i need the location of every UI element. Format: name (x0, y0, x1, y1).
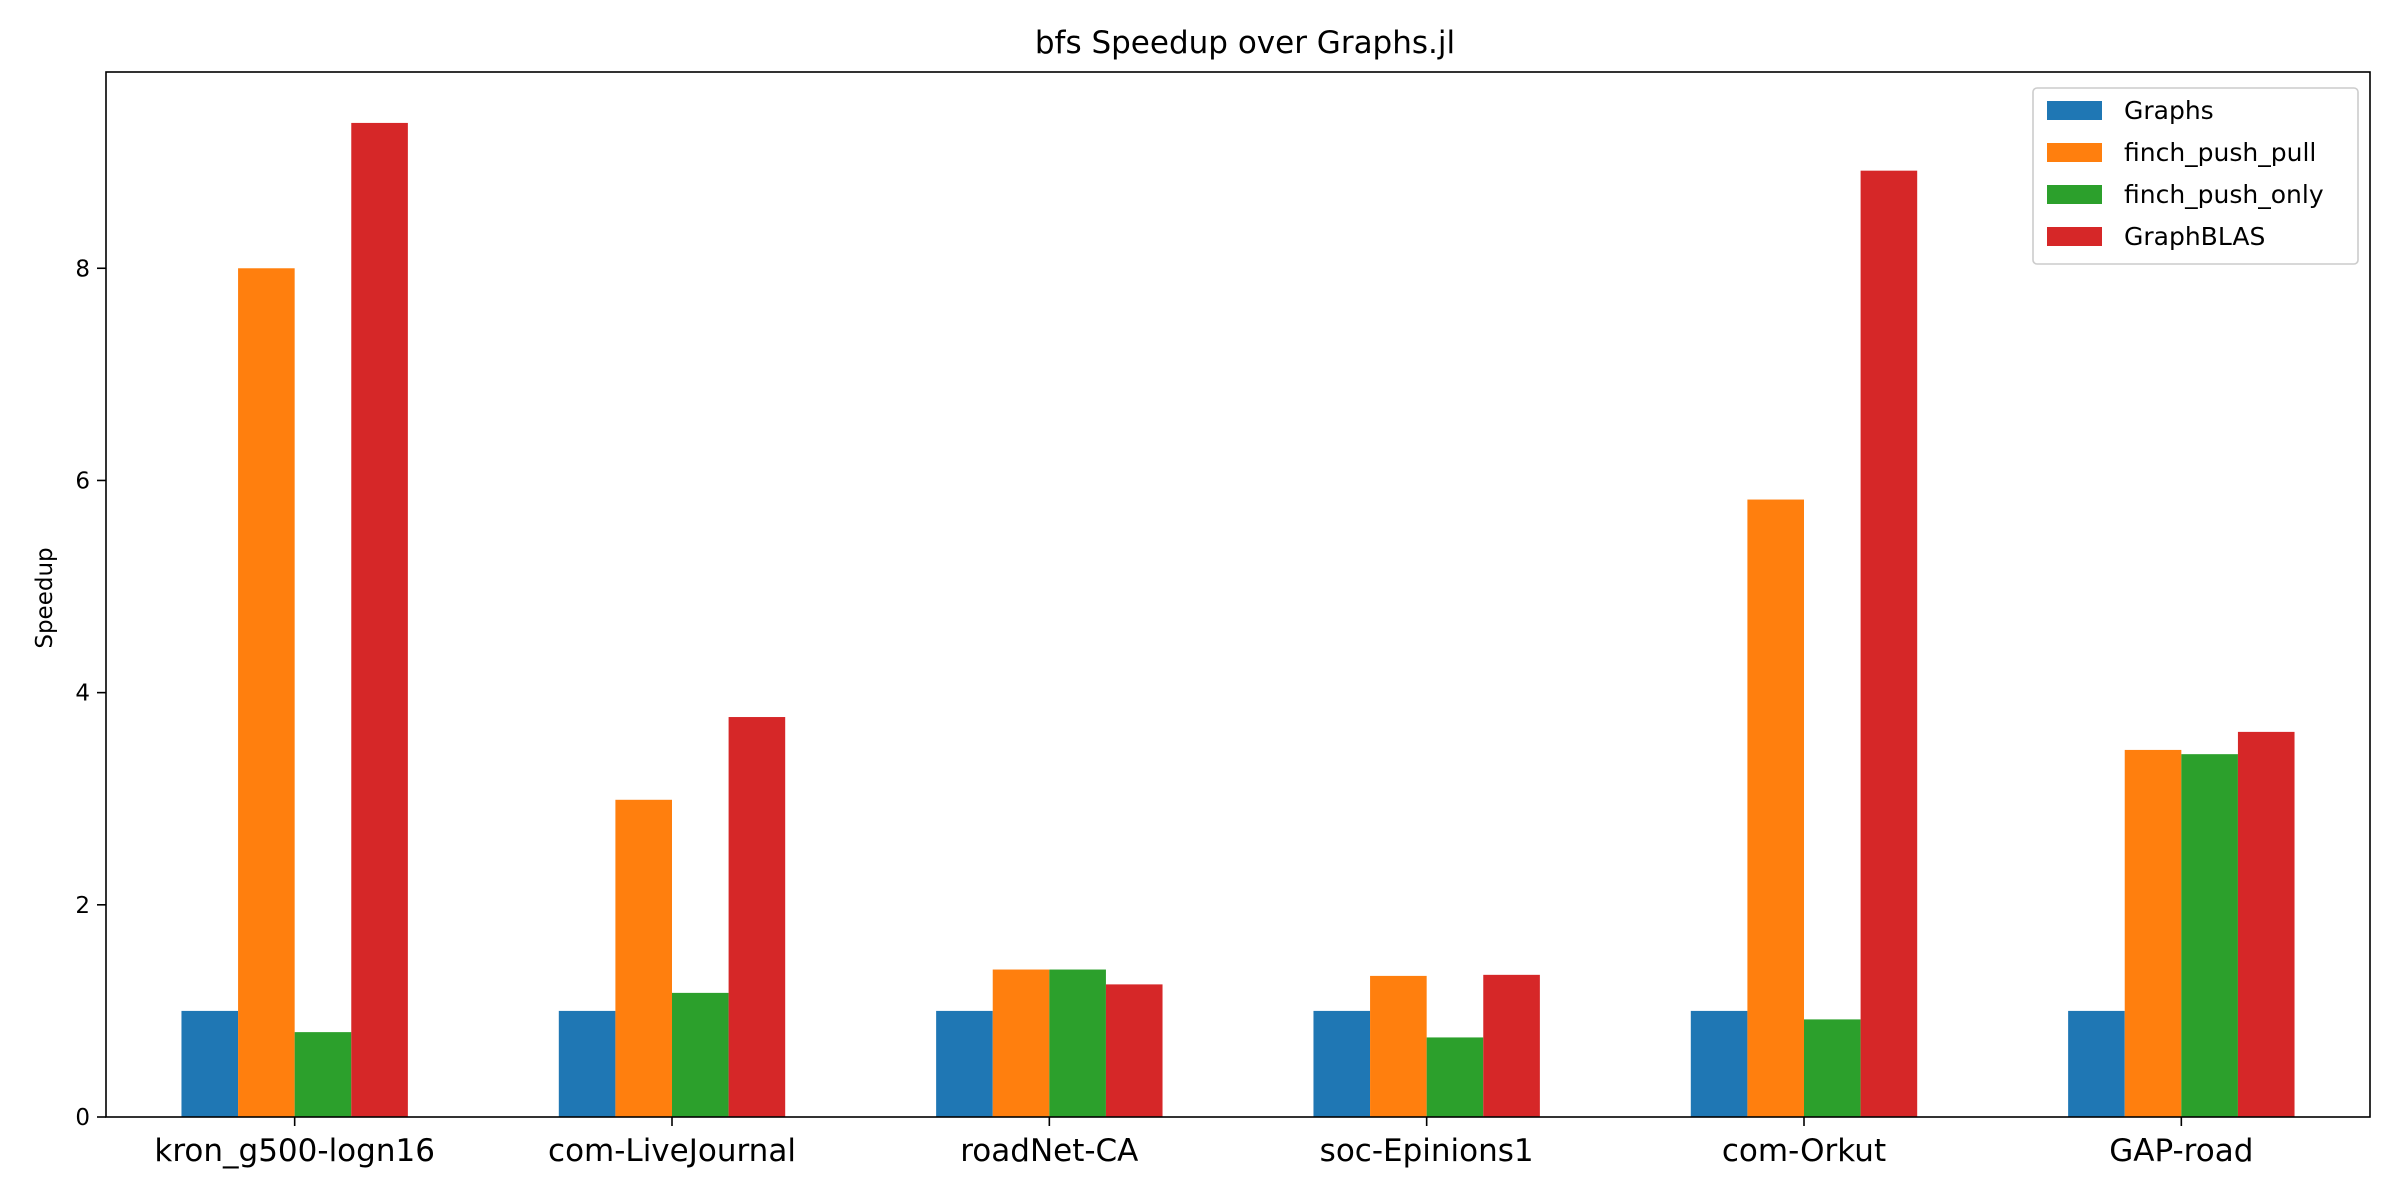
x-tick-label: GAP-road (2109, 1133, 2253, 1169)
x-axis-ticks: kron_g500-logn16 com-LiveJournal roadNet-C… (154, 1117, 2253, 1169)
legend-box (2032, 87, 2359, 265)
bar-finch_push_pull-soc-Epinions1 (1370, 975, 1427, 1117)
y-tick-label: 4 (75, 681, 90, 707)
bar-GraphBLAS-GAP-road (2237, 731, 2295, 1117)
x-tick-label: kron_g500-logn16 (154, 1133, 435, 1169)
bar-finch_push_only-roadNet-CA (1049, 969, 1106, 1117)
y-axis-label: Speedup (32, 547, 58, 648)
plot-frame (105, 71, 2371, 1118)
bar-Graphs-com-Orkut (1690, 1010, 1748, 1117)
bar-Graphs-roadNet-CA (936, 1010, 993, 1117)
bar-Graphs-soc-Epinions1 (1313, 1010, 1371, 1117)
bar-finch_push_pull-kron_g500-logn16 (238, 268, 295, 1117)
bar-Graphs-kron_g500-logn16 (181, 1010, 239, 1117)
x-tick-label: com-LiveJournal (548, 1133, 796, 1169)
y-tick-label: 8 (75, 256, 90, 282)
bar-finch_push_pull-GAP-road (2124, 749, 2182, 1117)
x-tick-label: soc-Epinions1 (1320, 1133, 1534, 1169)
legend-label-GraphBLAS: GraphBLAS (2124, 222, 2265, 251)
legend-swatch-Graphs (2047, 101, 2102, 120)
legend-swatch-finch_push_only (2047, 185, 2102, 204)
bar-Graphs-GAP-road (2068, 1010, 2125, 1117)
bar-finch_push_only-com-LiveJournal (672, 992, 729, 1117)
bar-GraphBLAS-com-Orkut (1860, 170, 1918, 1117)
y-tick-label: 2 (75, 893, 90, 919)
legend-label-finch_push_pull: finch_push_pull (2124, 138, 2316, 167)
bar-GraphBLAS-soc-Epinions1 (1483, 974, 1540, 1117)
bar-finch_push_only-soc-Epinions1 (1426, 1037, 1484, 1117)
x-tick-label: com-Orkut (1722, 1133, 1886, 1169)
bars-group (181, 122, 2295, 1118)
bar-Graphs-com-LiveJournal (558, 1010, 616, 1117)
bar-GraphBLAS-com-LiveJournal (728, 717, 786, 1117)
bar-finch_push_pull-roadNet-CA (992, 969, 1050, 1117)
x-tick-label: roadNet-CA (960, 1133, 1138, 1169)
bar-finch_push_only-kron_g500-logn16 (294, 1032, 352, 1117)
legend-label-finch_push_only: finch_push_only (2124, 180, 2324, 209)
bar-finch_push_only-GAP-road (2181, 754, 2238, 1117)
bar-finch_push_pull-com-Orkut (1747, 499, 1804, 1117)
bar-finch_push_pull-com-LiveJournal (615, 799, 672, 1117)
bar-GraphBLAS-kron_g500-logn16 (351, 122, 408, 1118)
legend-swatch-GraphBLAS (2047, 227, 2102, 246)
chart-title: bfs Speedup over Graphs.jl (1035, 25, 1455, 61)
legend-label-Graphs: Graphs (2124, 96, 2214, 125)
bar-finch_push_only-com-Orkut (1804, 1019, 1861, 1117)
legend: Graphs finch_push_pull finch_push_only Grap… (2032, 87, 2359, 265)
legend-swatch-finch_push_pull (2047, 143, 2102, 162)
y-axis-ticks: 0 2 4 6 8 (75, 256, 106, 1131)
y-tick-label: 0 (75, 1105, 90, 1131)
bar-GraphBLAS-roadNet-CA (1105, 984, 1163, 1117)
y-tick-label: 6 (75, 468, 90, 494)
